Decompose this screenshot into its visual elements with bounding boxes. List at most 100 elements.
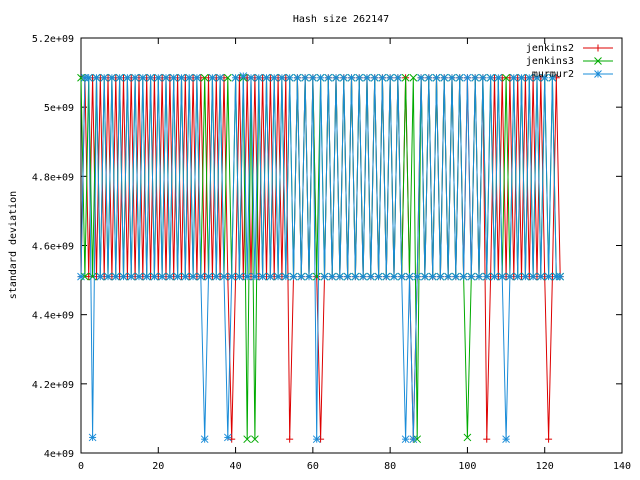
data-point	[235, 272, 244, 281]
data-point	[92, 73, 101, 82]
data-point	[254, 73, 263, 82]
data-point	[169, 73, 178, 82]
data-point	[262, 73, 271, 82]
data-point	[428, 272, 437, 281]
data-point	[467, 272, 476, 281]
x-tick-label: 120	[536, 461, 554, 472]
data-point	[548, 73, 557, 82]
data-point	[123, 73, 132, 82]
data-point	[506, 272, 514, 281]
data-point	[432, 73, 441, 82]
data-point	[212, 272, 221, 281]
series-murmur2	[77, 72, 565, 444]
legend-label: jenkins2	[526, 43, 574, 54]
data-point	[328, 272, 337, 281]
data-point	[463, 433, 472, 442]
data-point	[413, 435, 422, 444]
data-point	[135, 272, 143, 281]
data-point	[394, 73, 402, 82]
data-point	[266, 272, 275, 281]
data-point	[115, 73, 124, 82]
data-point	[227, 272, 236, 281]
data-point	[347, 73, 356, 82]
data-point	[251, 272, 259, 281]
data-point	[343, 272, 352, 281]
data-point	[536, 272, 545, 281]
data-point	[77, 272, 85, 281]
series-layer	[77, 72, 565, 444]
data-point	[545, 435, 553, 443]
data-point	[339, 73, 348, 82]
data-point	[220, 272, 228, 281]
data-point	[196, 272, 205, 281]
data-point	[502, 435, 510, 444]
data-point	[119, 272, 128, 281]
data-point	[494, 73, 503, 82]
data-point	[146, 73, 155, 82]
axes: 0 20 40 60 80 100 120 140 4e+09 4.2e+09 4.4e+09 4.6…	[32, 34, 631, 472]
data-point	[374, 272, 383, 281]
data-point	[286, 435, 294, 443]
data-point	[200, 435, 209, 444]
data-point	[424, 73, 433, 82]
x-tick-label: 140	[613, 461, 631, 472]
data-point	[332, 73, 340, 82]
data-point	[459, 272, 468, 281]
data-point	[278, 73, 286, 82]
data-point	[475, 272, 483, 281]
data-point	[84, 73, 93, 82]
data-point	[502, 73, 510, 82]
data-point	[529, 272, 537, 281]
x-tick-label: 60	[307, 461, 319, 472]
data-point	[216, 73, 224, 82]
data-point	[131, 73, 139, 82]
data-point	[127, 272, 136, 281]
data-point	[289, 272, 298, 281]
data-point	[409, 435, 418, 444]
data-point	[297, 272, 306, 281]
data-point	[181, 272, 190, 281]
data-point	[440, 73, 449, 82]
data-point	[223, 433, 232, 442]
y-tick-label: 4e+09	[44, 449, 74, 460]
y-tick-label: 4.2e+09	[32, 380, 74, 391]
data-point	[274, 272, 282, 281]
data-point	[359, 272, 367, 281]
data-point	[386, 73, 394, 82]
data-point	[81, 272, 89, 281]
data-point	[525, 73, 534, 82]
legend-label: murmur2	[532, 69, 574, 80]
data-point	[251, 435, 259, 444]
data-point	[351, 272, 360, 281]
data-point	[305, 272, 313, 281]
y-tick-label: 4.6e+09	[32, 242, 74, 253]
data-point	[270, 73, 279, 82]
data-point	[258, 272, 267, 281]
data-point	[88, 433, 97, 442]
series-jenkins2	[77, 74, 564, 443]
data-point	[556, 272, 565, 281]
data-point	[309, 73, 317, 82]
chart-title: Hash size 262147	[293, 14, 389, 25]
data-point	[316, 73, 325, 82]
data-point	[521, 272, 530, 281]
x-tick-label: 0	[78, 461, 84, 472]
data-point	[200, 73, 209, 82]
data-point	[436, 272, 445, 281]
y-axis-label: standard deviation	[8, 191, 19, 299]
y-tick-label: 4.4e+09	[32, 311, 74, 322]
data-point	[204, 272, 213, 281]
data-point	[540, 73, 549, 82]
data-point	[336, 272, 344, 281]
data-point	[88, 272, 97, 281]
data-point	[479, 73, 487, 82]
data-point	[448, 73, 456, 82]
data-point	[409, 73, 418, 82]
data-point	[552, 272, 561, 281]
data-point	[150, 272, 159, 281]
data-point	[483, 435, 491, 443]
data-point	[239, 72, 248, 80]
data-point	[482, 272, 491, 281]
legend: jenkins2 jenkins3 murmur2	[526, 43, 613, 80]
data-point	[104, 272, 112, 281]
